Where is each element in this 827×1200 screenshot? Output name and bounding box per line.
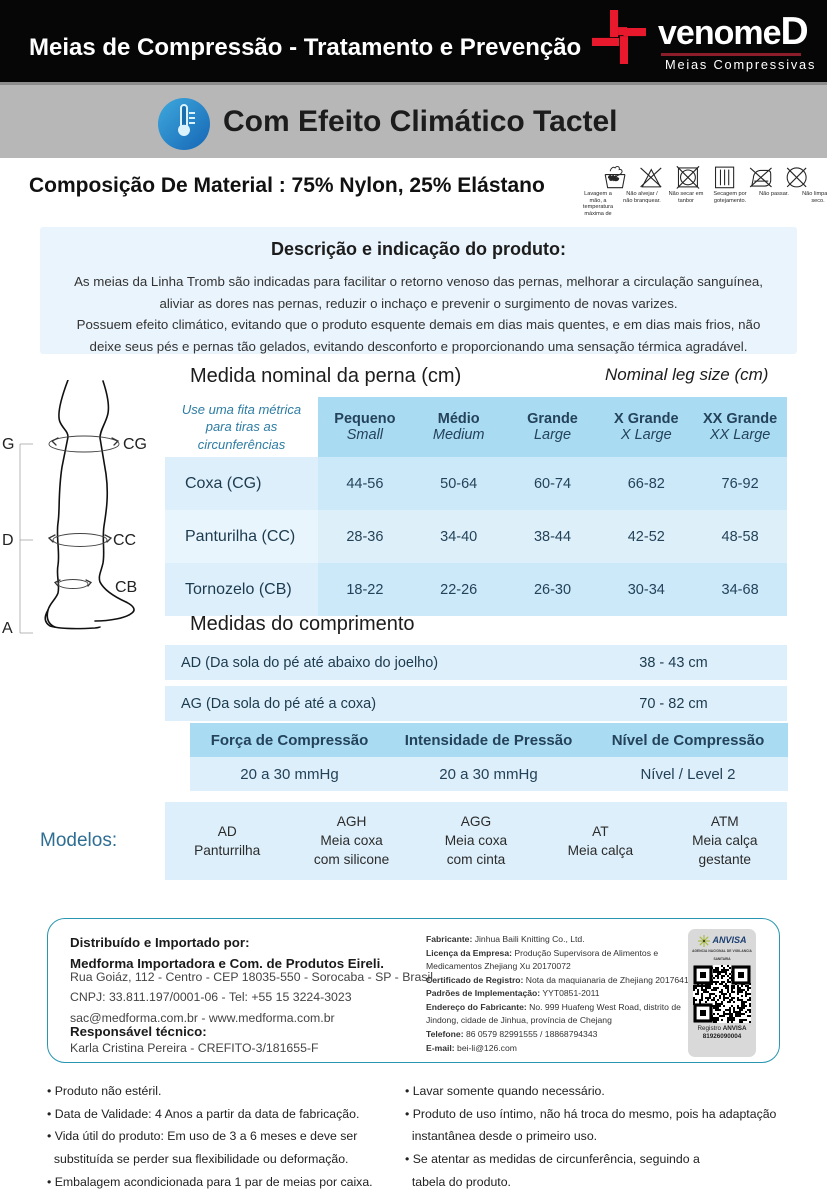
svg-text:G: G — [2, 436, 14, 453]
svg-text:A: A — [2, 620, 13, 637]
svg-text:CG: CG — [123, 436, 147, 453]
svg-text:CB: CB — [115, 579, 137, 596]
svg-text:D: D — [2, 532, 14, 549]
svg-text:CC: CC — [113, 532, 136, 549]
